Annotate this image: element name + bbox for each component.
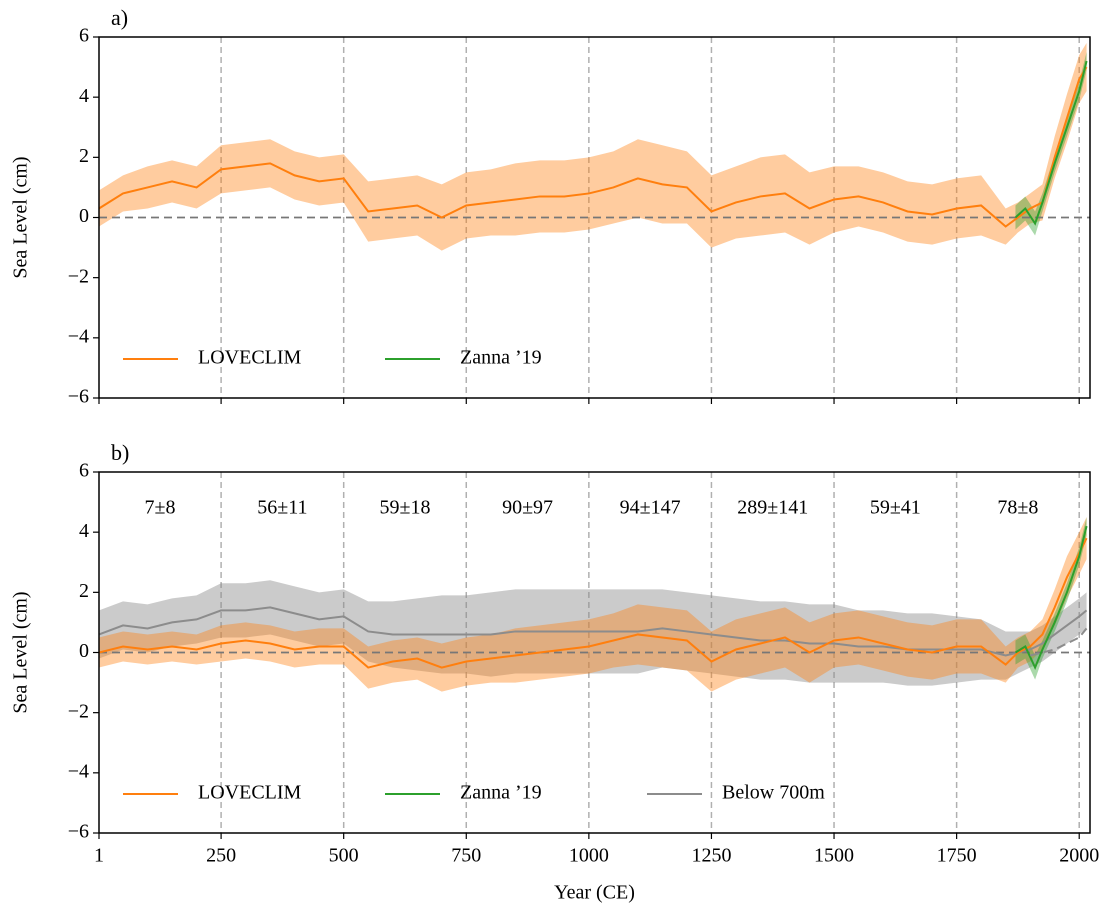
y-tick-label: −6 bbox=[68, 386, 89, 408]
y-tick-label: 2 bbox=[79, 145, 89, 167]
plot-area bbox=[99, 472, 1090, 833]
interval-label: 289±141 bbox=[737, 497, 808, 519]
y-tick-label: 0 bbox=[79, 205, 89, 227]
interval-label: 78±8 bbox=[997, 497, 1038, 519]
panel: −6 −4 −2 0 2 4 6 Sea Level (cm) a) LOVECLIM Zanna … bbox=[10, 5, 1091, 408]
series-line bbox=[99, 606, 1088, 657]
legend-label: LOVECLIM bbox=[198, 782, 302, 804]
x-tick-label: 1750 bbox=[937, 845, 977, 867]
x-tick-label: 1 bbox=[94, 845, 104, 867]
series-line bbox=[99, 66, 1088, 228]
interval-label: 94±147 bbox=[620, 497, 681, 519]
y-tick-label: 6 bbox=[79, 25, 89, 47]
y-tick-label: −4 bbox=[68, 760, 89, 782]
y-tick-label: 6 bbox=[79, 460, 89, 482]
panel-label: a) bbox=[111, 5, 128, 30]
y-tick-label: −6 bbox=[68, 821, 89, 843]
y-tick-label: −2 bbox=[68, 700, 89, 722]
x-axis-label: Year (CE) bbox=[554, 882, 635, 904]
y-tick-label: 2 bbox=[79, 580, 89, 602]
legend-label: LOVECLIM bbox=[198, 347, 302, 369]
x-tick-label: 750 bbox=[451, 845, 481, 867]
uncertainty-band bbox=[99, 43, 1087, 251]
plot-area bbox=[99, 37, 1090, 398]
y-tick-label: −2 bbox=[68, 265, 89, 287]
interval-label: 59±41 bbox=[870, 497, 921, 519]
y-tick-label: 0 bbox=[79, 640, 89, 662]
series-line bbox=[1014, 525, 1088, 671]
interval-label: 7±8 bbox=[145, 497, 176, 519]
uncertainty-band bbox=[99, 580, 1087, 686]
x-tick-label: 1000 bbox=[569, 845, 609, 867]
x-tick-label: 500 bbox=[329, 845, 359, 867]
interval-label: 90±97 bbox=[502, 497, 553, 519]
y-tick-label: −4 bbox=[68, 325, 89, 347]
y-axis-label: Sea Level (cm) bbox=[10, 591, 32, 713]
series-line bbox=[1029, 627, 1088, 657]
legend-label: Zanna ’19 bbox=[460, 347, 542, 369]
y-axis-label: Sea Level (cm) bbox=[10, 156, 32, 278]
y-tick-label: 4 bbox=[79, 85, 89, 107]
panel-label: b) bbox=[111, 440, 129, 465]
legend-label: Below 700m bbox=[722, 782, 825, 804]
interval-label: 59±18 bbox=[379, 497, 430, 519]
legend-label: Zanna ’19 bbox=[460, 782, 542, 804]
x-tick-label: 1500 bbox=[814, 845, 854, 867]
x-tick-label: 2000 bbox=[1059, 845, 1099, 867]
series-line bbox=[1014, 60, 1088, 226]
x-tick-label: 1250 bbox=[691, 845, 731, 867]
x-tick-label: 250 bbox=[206, 845, 236, 867]
interval-label: 56±11 bbox=[257, 497, 307, 519]
series-line bbox=[99, 537, 1088, 669]
y-tick-label: 4 bbox=[79, 520, 89, 542]
